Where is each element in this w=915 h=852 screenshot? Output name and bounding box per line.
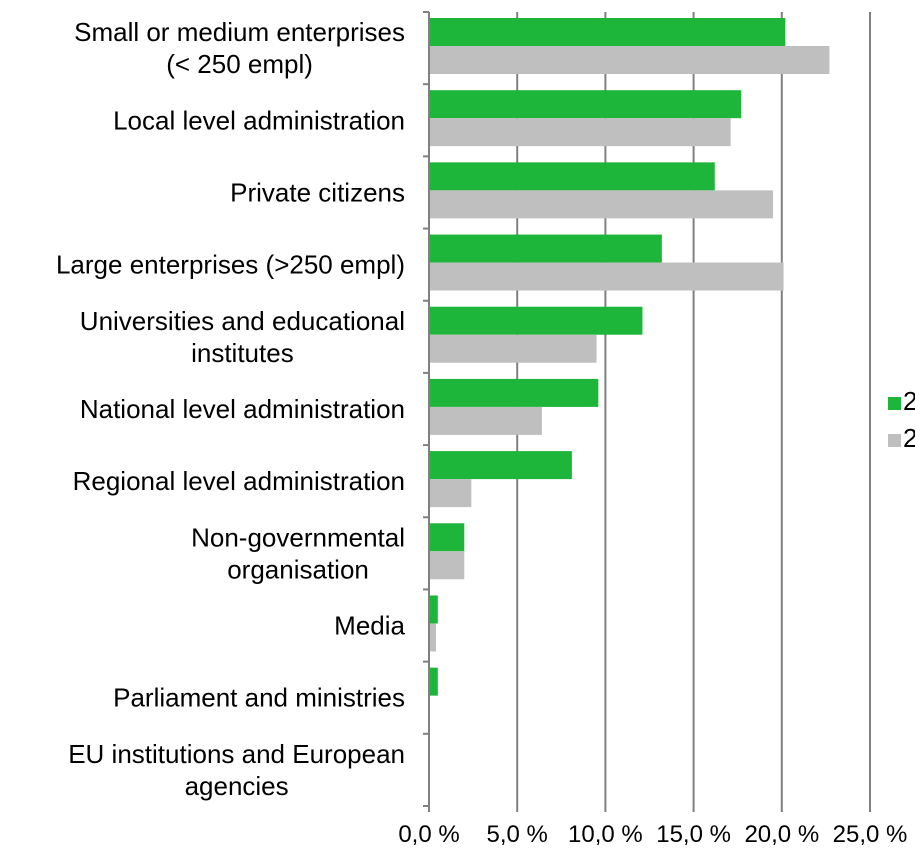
category-label: Private citizens [230,177,405,207]
bar-series-1-3 [429,234,662,263]
category-label: Universities and educational institutes [80,306,405,368]
bar-series-2-5 [429,406,542,435]
bar-series-1-7 [429,523,465,552]
legend-label-2: 2 [903,423,915,453]
category-label: Regional level administration [73,466,405,496]
x-tick-label: 20,0 % [744,821,819,848]
bar-series-2-3 [429,262,784,291]
x-tick-label: 25,0 % [833,821,908,848]
bar-series-1-4 [429,306,643,335]
bar-series-1-0 [429,18,786,46]
category-label-line: Private citizens [230,177,405,207]
bar-series-2-8 [429,623,437,652]
category-label: Local level administration [113,105,405,135]
bar-series-1-6 [429,451,572,480]
category-label: Large enterprises (>250 empl) [56,250,405,280]
category-label-line: Local level administration [113,105,405,135]
bar-series-1-9 [429,667,438,696]
x-tick-label: 5,0 % [487,821,548,848]
category-label: Small or medium enterprises (< 250 empl) [74,17,405,79]
category-label-line: Parliament and ministries [113,683,405,713]
category-label: Parliament and ministries [113,683,405,713]
legend: 22 [888,386,915,453]
legend-swatch-1 [888,397,901,410]
category-label-line: Universities and educational [80,306,405,336]
x-tick-label: 15,0 % [656,821,731,848]
category-label-line: Small or medium enterprises [74,17,405,47]
category-label-line: Non-governmental [191,522,405,552]
bar-series-1-1 [429,90,742,119]
category-label: Non-governmental organisation [191,522,405,584]
category-label-line: organisation [227,554,369,584]
bar-series-1-5 [429,378,599,407]
bar-series-2-2 [429,190,773,219]
category-label-line: Regional level administration [73,466,405,496]
category-label: National level administration [80,394,405,424]
bar-series-2-4 [429,334,597,363]
category-labels: Small or medium enterprises (< 250 empl) L… [56,17,406,801]
x-tick-label: 10,0 % [568,821,643,848]
category-label-line: Media [334,611,405,641]
y-axis [423,11,871,812]
bar-series-2-6 [429,479,472,508]
category-label: Media [334,611,405,641]
category-label-line: agencies [185,771,289,801]
bar-series-1-2 [429,162,715,191]
legend-swatch-2 [888,434,901,447]
x-tick-labels: 0,0 % 5,0 % 10,0 % 15,0 % 20,0 % 25,0 % [398,821,907,848]
x-tick-label: 0,0 % [398,821,459,848]
bars [429,18,830,696]
bar-series-1-8 [429,595,438,624]
bar-series-2-7 [429,551,465,580]
bar-series-2-0 [429,46,830,74]
category-label-line: EU institutions and European [68,739,405,769]
category-label-line: Large enterprises (>250 empl) [56,250,405,280]
bar-series-2-1 [429,118,731,147]
legend-label-1: 2 [903,386,915,416]
category-label-line: (< 250 empl) [166,49,313,79]
category-label-line: National level administration [80,394,405,424]
category-label-line: institutes [191,338,294,368]
category-label: EU institutions and European agencies [68,739,405,801]
